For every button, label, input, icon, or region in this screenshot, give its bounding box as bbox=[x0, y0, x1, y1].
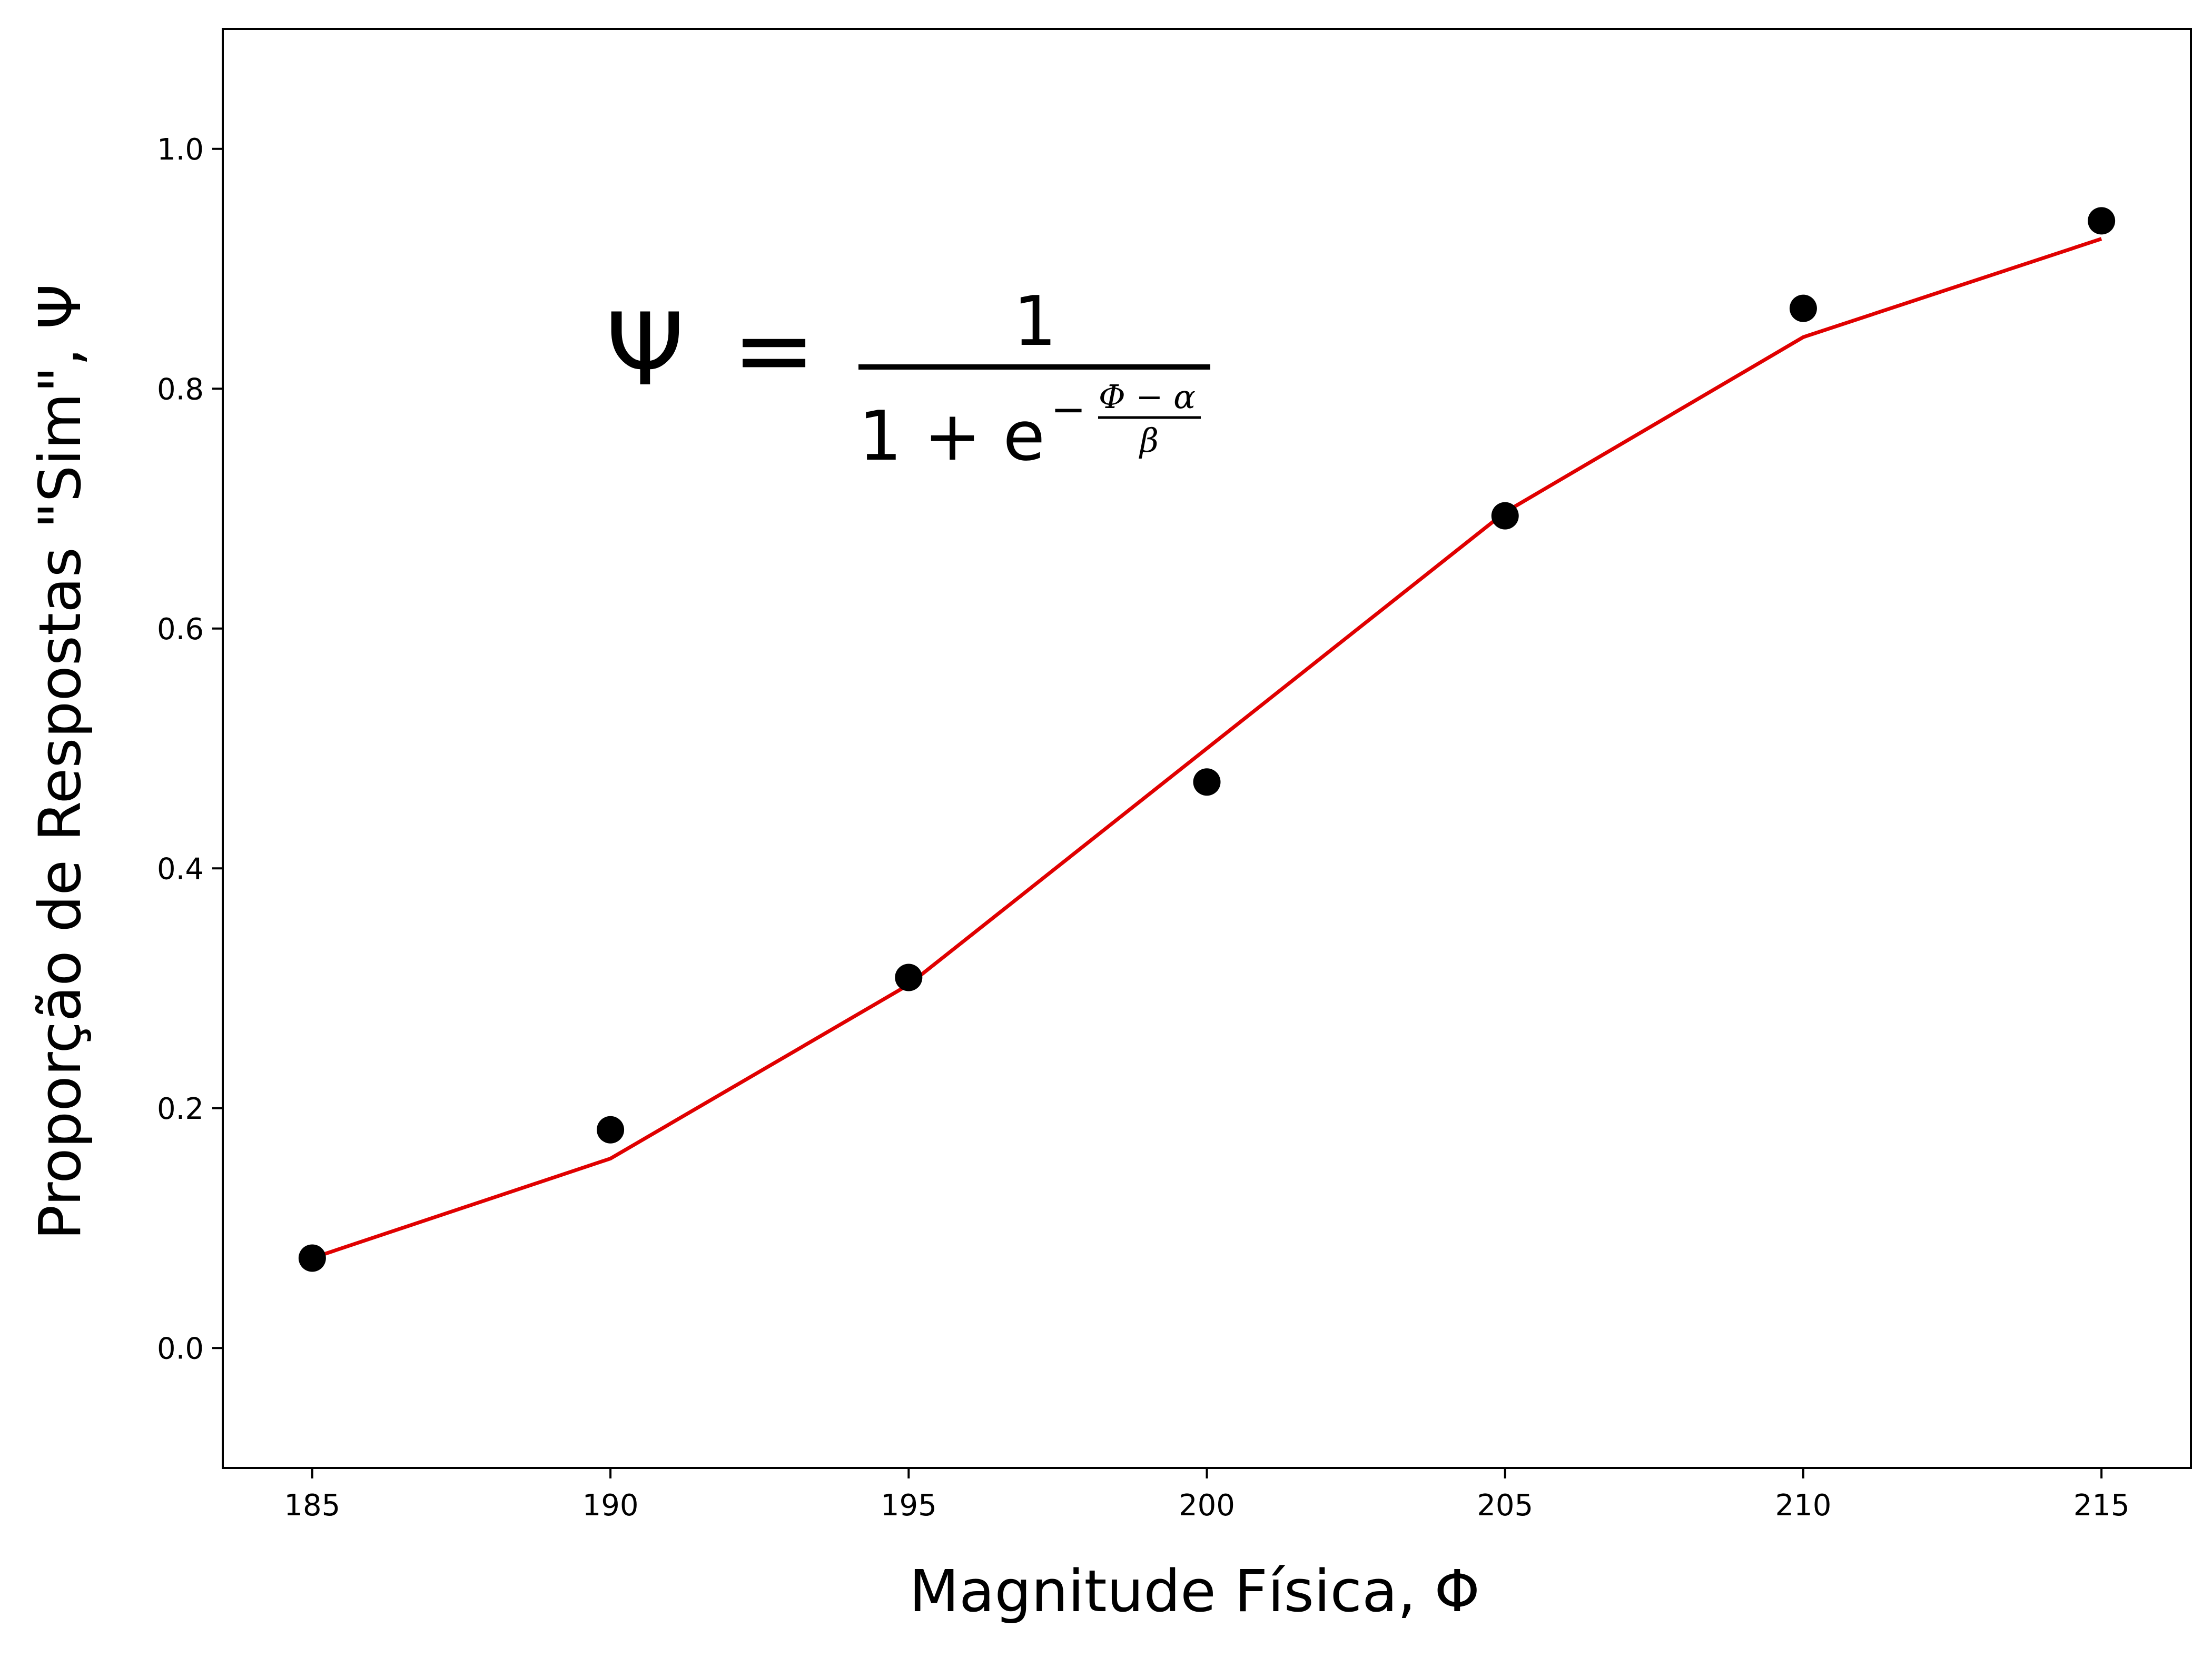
y-tick-label: 0.6 bbox=[157, 612, 204, 647]
data-point bbox=[298, 1244, 326, 1272]
data-points bbox=[298, 207, 2116, 1272]
formula-psi: Ψ bbox=[606, 292, 685, 408]
data-point bbox=[1789, 294, 1817, 322]
x-tick-label: 185 bbox=[284, 1488, 340, 1523]
data-point bbox=[895, 964, 923, 991]
y-axis-label: Proporção de Respostas "Sim", Ψ bbox=[26, 284, 94, 1240]
data-point bbox=[2088, 207, 2116, 235]
formula-exponent-numerator: Φ − α bbox=[1099, 378, 1196, 416]
y-tick-label: 0.4 bbox=[157, 852, 204, 886]
x-tick-label: 195 bbox=[881, 1488, 937, 1523]
x-axis-label: Magnitude Física, Φ bbox=[909, 1557, 1480, 1625]
x-tick-label: 215 bbox=[2073, 1488, 2130, 1523]
x-axis-ticks: 185 190 195 200 205 210 215 bbox=[284, 1468, 2130, 1523]
formula-equals: = bbox=[732, 292, 816, 408]
y-tick-label: 0.0 bbox=[157, 1332, 204, 1366]
formula-annotation: Ψ = 1 1 + e − Φ − α β bbox=[606, 281, 1210, 476]
formula-exponent-sign: − bbox=[1051, 385, 1086, 434]
fitted-curve-line bbox=[311, 237, 2102, 1260]
data-point bbox=[597, 1116, 625, 1144]
x-tick-label: 205 bbox=[1477, 1488, 1533, 1523]
formula-denominator: 1 + e bbox=[858, 396, 1045, 476]
formula-numerator: 1 bbox=[1013, 281, 1057, 361]
x-tick-label: 210 bbox=[1775, 1488, 1831, 1523]
plot-frame bbox=[222, 28, 2192, 1469]
x-tick-label: 190 bbox=[582, 1488, 639, 1523]
y-tick-label: 0.2 bbox=[157, 1092, 204, 1126]
fitted-curve bbox=[311, 237, 2102, 1260]
y-tick-label: 1.0 bbox=[157, 133, 204, 167]
x-tick-label: 200 bbox=[1179, 1488, 1235, 1523]
y-axis-ticks: 0.0 0.2 0.4 0.6 0.8 1.0 bbox=[157, 133, 223, 1366]
data-point bbox=[1491, 502, 1519, 530]
formula-exponent-denominator: β bbox=[1139, 421, 1159, 460]
data-point bbox=[1193, 768, 1221, 796]
y-tick-label: 0.8 bbox=[157, 372, 204, 406]
